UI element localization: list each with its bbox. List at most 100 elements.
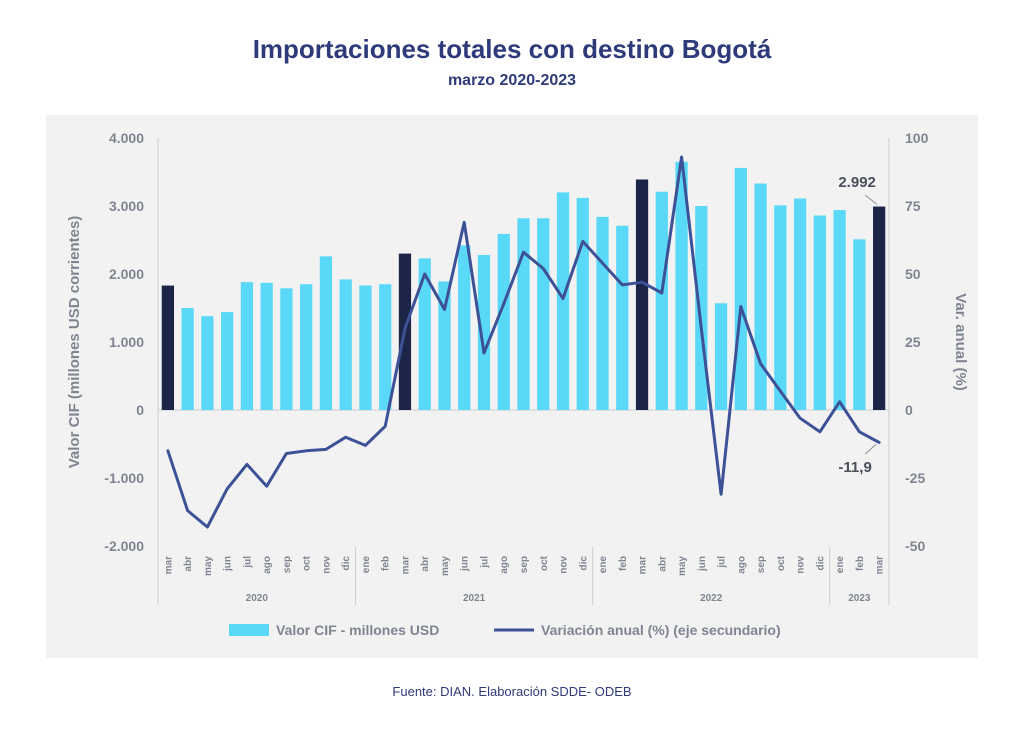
x-tick-month: may [203,556,214,576]
bar [695,206,708,410]
y-tick-left: -2.000 [104,538,144,554]
combo-chart: -2.000 -1.000 0 1.000 2.000 3.000 4.000 -50 -25 0… [66,130,969,638]
bar [418,258,431,410]
y-tick-left: 1.000 [109,334,144,350]
x-tick-year: 2021 [463,593,486,604]
bar [458,245,471,410]
x-tick-month: oct [539,555,550,571]
x-tick-month: feb [381,556,392,571]
bar [517,218,530,410]
bar [616,225,629,410]
y-axis-left-title: Valor CIF (millones USD corrientes) [66,216,83,469]
x-tick-month: mar [400,556,411,574]
y-tick-right: 100 [905,130,929,146]
data-label-last-bar: 2.992 [838,174,876,191]
x-tick-month: sep [519,556,530,573]
bar [201,316,214,410]
x-tick-month: jun [697,556,708,572]
bar [537,218,550,410]
y-tick-left: 3.000 [109,198,144,214]
x-tick-month: dic [815,556,826,571]
bar [813,215,826,410]
bar [635,179,649,410]
bar [339,279,352,410]
bar [556,192,570,410]
chart-title: Importaciones totales con destino Bogotá [252,34,772,64]
chart-subtitle: marzo 2020-2023 [447,72,577,89]
bar [438,281,451,410]
bar [280,288,293,410]
bar [872,206,886,410]
bar [576,197,589,410]
x-tick-month: jun [460,556,471,572]
bar [754,183,767,410]
y-tick-right: 0 [905,402,913,418]
x-tick-year: 2022 [700,593,723,604]
x-tick-month: nov [796,556,807,574]
x-tick-month: mar [638,556,649,574]
x-tick-month: ene [835,556,846,574]
bar [240,282,254,410]
x-tick-month: oct [776,555,787,571]
x-tick-month: sep [756,556,767,573]
x-tick-month: feb [855,556,866,571]
series-line-variacion [166,155,881,529]
x-tick-month: jul [479,556,490,569]
legend-swatch-bar [229,624,269,636]
y-tick-left: 2.000 [109,266,144,282]
y-tick-right: 50 [905,266,921,282]
bar [260,282,273,410]
x-tick-month: mar [875,556,886,574]
y-axis-right-title: Var. anual (%) [952,293,969,391]
bar [379,284,392,410]
x-tick-year: 2023 [848,593,871,604]
y-tick-right: 25 [905,334,921,350]
x-tick-month: may [440,556,451,576]
x-tick-month: jul [242,556,253,569]
bar [319,256,333,410]
x-tick-month: ene [598,556,609,574]
x-tick-month: nov [559,556,570,574]
x-tick-month: abr [183,556,194,572]
x-tick-month: dic [341,556,352,571]
bar [655,191,668,410]
x-tick-month: mar [163,556,174,574]
bar [793,198,807,410]
bar [477,254,491,410]
bar [596,216,609,410]
bar [300,284,313,410]
annotation-leader-line [864,443,877,455]
x-tick-month: ago [736,556,747,574]
bar [675,161,688,410]
x-tick-month: ene [361,556,372,574]
x-tick-month: abr [657,556,668,572]
x-tick-year: 2020 [246,593,269,604]
bar [181,308,194,410]
y-tick-left: 0 [136,402,144,418]
x-tick-month: nov [321,556,332,574]
x-tick-month: dic [578,556,589,571]
bar [833,210,846,410]
y-tick-left: 4.000 [109,130,144,146]
data-label-last-point: -11,9 [838,459,871,476]
source-note: Fuente: DIAN. Elaboración SDDE- ODEB [392,684,632,699]
chart-panel: -2.000 -1.000 0 1.000 2.000 3.000 4.000 -50 -25 0… [46,115,978,658]
bar [774,205,787,410]
y-tick-right: 75 [905,198,921,214]
x-tick-month: feb [618,556,629,571]
y-tick-right: -50 [905,538,925,554]
bar [714,303,728,410]
annotation-leader-bar [864,194,878,205]
bar [221,312,234,410]
x-tick-month: may [677,556,688,576]
x-tick-month: oct [302,555,313,571]
bar [734,167,747,410]
x-tick-month: ago [499,556,510,574]
bar [853,239,866,410]
x-tick-month: jun [223,556,234,572]
bar [359,285,372,410]
x-tick-month: ago [262,556,273,574]
legend-label-line: Variación anual (%) (eje secundario) [541,622,781,638]
x-tick-month: abr [420,556,431,572]
y-tick-left: -1.000 [104,470,144,486]
